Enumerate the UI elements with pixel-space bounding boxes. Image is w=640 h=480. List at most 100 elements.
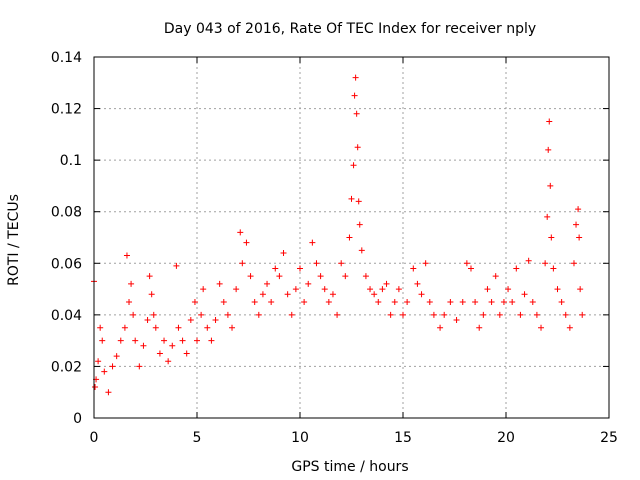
data-point [113, 353, 120, 360]
data-point [352, 74, 359, 81]
x-tick-label: 10 [291, 430, 309, 446]
y-tick-label: 0.06 [51, 256, 82, 272]
y-tick-label: 0.02 [51, 359, 82, 375]
data-point [105, 389, 112, 396]
data-point [305, 280, 312, 287]
data-point [575, 206, 582, 213]
data-point [356, 221, 363, 228]
data-point [144, 317, 151, 324]
data-point [233, 286, 240, 293]
y-tick-label: 0 [73, 411, 82, 427]
data-point [353, 110, 360, 117]
data-point [362, 273, 369, 280]
data-point [237, 229, 244, 236]
data-point [156, 350, 163, 357]
data-point [309, 239, 316, 246]
data-point [313, 260, 320, 267]
data-point [346, 234, 353, 241]
data-point [426, 298, 433, 305]
data-point [204, 324, 211, 331]
data-point [152, 324, 159, 331]
plot-frame [93, 56, 610, 419]
data-point [97, 324, 104, 331]
data-point [476, 324, 483, 331]
y-tick-label: 0.14 [51, 50, 82, 66]
data-point [355, 198, 362, 205]
data-point [208, 337, 215, 344]
data-point [95, 358, 102, 365]
data-point [297, 265, 303, 272]
data-point [338, 260, 345, 267]
axis-ticks: 0 5 10 15 20 25 0 0.02 0.04 0.06 0.08 0.1 0.12 0.14 [51, 50, 618, 446]
data-point [121, 324, 128, 331]
data-point [216, 280, 223, 287]
data-point [247, 273, 254, 280]
data-point [212, 317, 219, 324]
data-point [500, 298, 507, 305]
data-point [148, 291, 155, 298]
data-point [492, 273, 499, 280]
data-point [379, 286, 386, 293]
data-point [496, 311, 503, 318]
data-point [239, 260, 246, 267]
data-point [146, 273, 153, 280]
data-point [350, 162, 357, 169]
x-tick-label: 0 [90, 430, 99, 446]
data-point [276, 273, 283, 280]
data-point [453, 317, 460, 324]
data-point [173, 262, 180, 269]
data-point [292, 286, 299, 293]
data-point [484, 286, 491, 293]
data-point [179, 337, 186, 344]
data-point [321, 286, 328, 293]
data-point [488, 298, 495, 305]
data-point [194, 337, 200, 344]
data-point [387, 311, 394, 318]
x-tick-label: 20 [497, 430, 515, 446]
data-point [383, 280, 390, 287]
data-point [351, 92, 358, 99]
data-point [132, 337, 139, 344]
data-points [91, 74, 586, 396]
data-point [288, 311, 295, 318]
y-tick-label: 0.12 [51, 102, 82, 118]
data-point [187, 317, 194, 324]
y-tick-label: 0.08 [51, 205, 82, 221]
data-point [463, 260, 470, 267]
data-point [430, 311, 437, 318]
data-point [109, 363, 116, 370]
data-point [533, 311, 540, 318]
data-point [161, 337, 168, 344]
data-point [140, 342, 147, 349]
data-point [546, 118, 553, 125]
data-point [191, 298, 198, 305]
data-point [329, 291, 336, 298]
data-point [410, 265, 417, 272]
data-point [544, 213, 551, 220]
data-point [99, 337, 106, 344]
data-point [447, 298, 454, 305]
y-axis-label: ROTI / TECUs [6, 194, 22, 286]
data-point [467, 265, 474, 272]
data-point [554, 286, 561, 293]
data-point [123, 252, 130, 259]
data-point [391, 298, 398, 305]
data-point [268, 298, 275, 305]
data-point [577, 286, 584, 293]
data-point [354, 144, 361, 151]
data-point [529, 298, 536, 305]
data-point [259, 291, 266, 298]
data-point [229, 324, 236, 331]
data-point [165, 358, 172, 365]
data-point [183, 350, 190, 357]
data-point [472, 298, 479, 305]
data-point [342, 273, 349, 280]
data-point [243, 239, 250, 246]
data-point [150, 311, 157, 318]
data-point [375, 298, 382, 305]
data-point [558, 298, 565, 305]
data-point [414, 280, 421, 287]
data-point [255, 311, 262, 318]
data-point [200, 286, 207, 293]
